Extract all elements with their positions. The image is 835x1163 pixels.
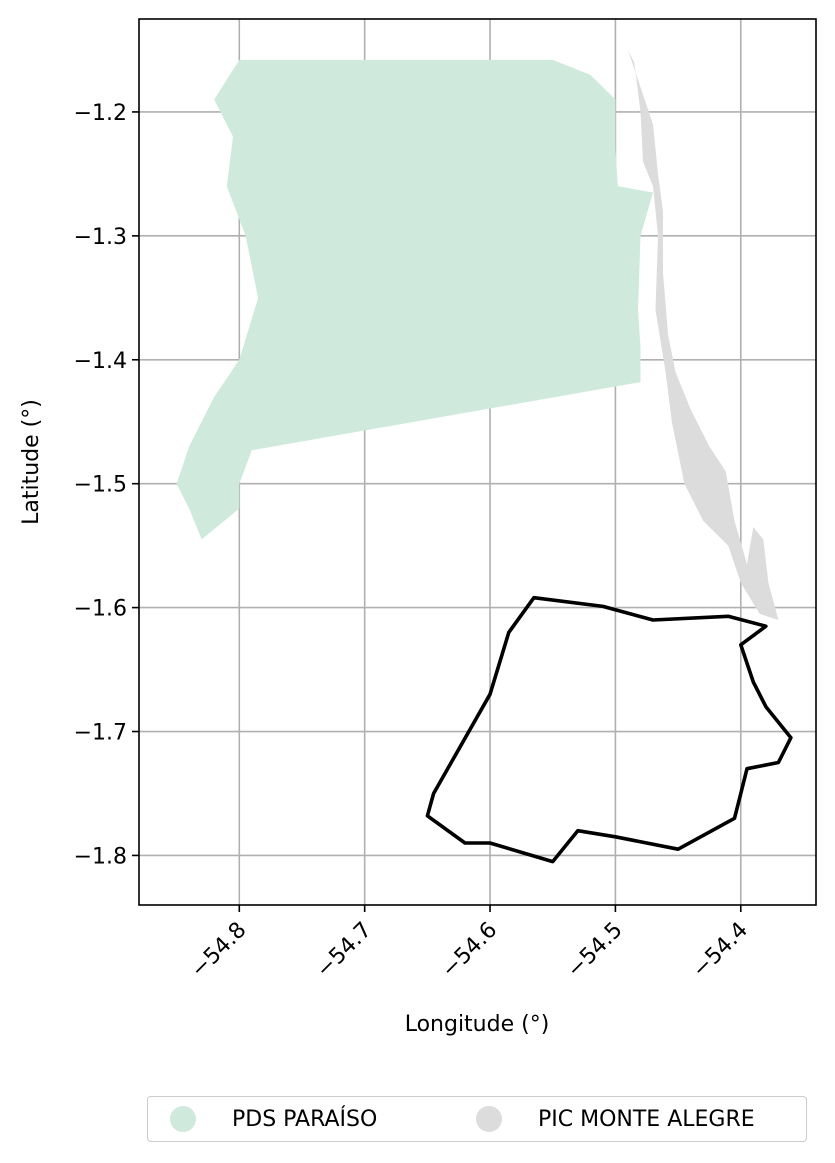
y-tick-label: −1.8 <box>74 844 127 869</box>
legend-item-pic-monte-alegre: PIC MONTE ALEGRE <box>476 1097 755 1141</box>
map-chart: −54.8 −54.7 −54.6 −54.5 −54.4 −1.2 −1.3 −1.4 −1.… <box>19 18 817 1037</box>
y-tick-label: −1.2 <box>74 101 127 126</box>
x-tick-label: −54.7 <box>312 918 377 983</box>
y-tick-label: −1.6 <box>74 597 127 622</box>
legend-label-pds-paraiso: PDS PARAÍSO <box>232 1106 378 1132</box>
x-tick-label: −54.5 <box>562 918 627 983</box>
legend: PDS PARAÍSO PIC MONTE ALEGRE <box>147 1096 807 1142</box>
y-tick-label: −1.7 <box>74 721 127 746</box>
legend-item-pds-paraiso: PDS PARAÍSO <box>170 1097 377 1141</box>
legend-label-pic-monte-alegre: PIC MONTE ALEGRE <box>538 1106 755 1132</box>
x-axis-label: Longitude (°) <box>405 1012 550 1037</box>
region-polygons <box>176 50 779 620</box>
boundary-outline <box>425 595 793 864</box>
region-pic-monte-alegre <box>627 50 779 620</box>
x-tick-label: −54.4 <box>688 918 753 983</box>
y-axis-label: Latitude (°) <box>19 399 44 525</box>
legend-marker-pic-monte-alegre <box>476 1106 502 1132</box>
boundary-polygon <box>425 595 793 864</box>
y-tick-label: −1.4 <box>74 349 127 374</box>
y-tick-label: −1.3 <box>74 225 127 250</box>
y-tick-label: −1.5 <box>74 473 127 498</box>
region-pds-paraiso <box>176 59 653 540</box>
x-tick-label: −54.6 <box>437 918 502 983</box>
x-tick-label: −54.8 <box>186 918 251 983</box>
legend-marker-pds-paraiso <box>170 1106 196 1132</box>
plot-frame <box>138 18 817 906</box>
